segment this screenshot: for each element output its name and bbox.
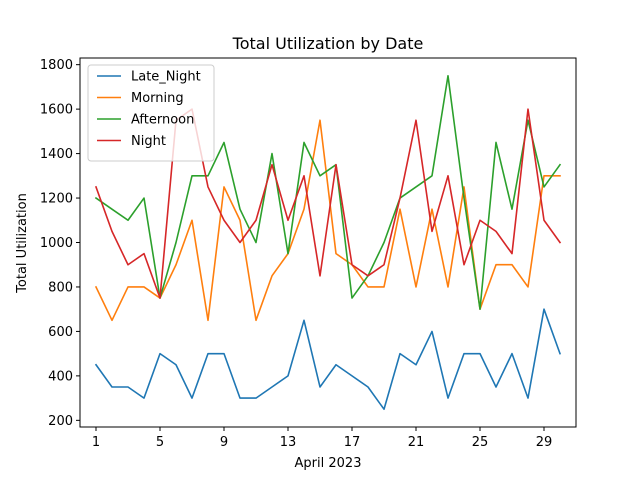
y-axis-ticks: 200 400 600 800 1000 1200 1400 1600 1800 — [40, 58, 80, 429]
legend: Late_Night Morning Afternoon Night — [87, 64, 215, 162]
x-axis-label: April 2023 — [295, 456, 362, 471]
legend-label-afternoon: Afternoon — [131, 113, 194, 128]
y-tick-label: 1000 — [40, 236, 73, 251]
x-tick-label: 21 — [408, 435, 425, 450]
x-tick-label: 13 — [280, 435, 297, 450]
legend-label-morning: Morning — [131, 91, 184, 106]
y-tick-label: 200 — [48, 414, 73, 429]
legend-box — [87, 64, 215, 162]
y-axis-label: Total Utilization — [15, 193, 30, 294]
plot-frame — [79, 57, 577, 428]
y-tick-label: 1600 — [40, 103, 73, 118]
series-line-late-night — [94, 308, 562, 411]
legend-label-night: Night — [131, 134, 166, 149]
x-tick-label: 9 — [220, 435, 228, 450]
y-tick-label: 1800 — [40, 58, 73, 73]
x-tick-label: 5 — [156, 435, 164, 450]
chart-title: Total Utilization by Date — [232, 34, 424, 53]
x-tick-label: 1 — [92, 435, 100, 450]
x-tick-label: 29 — [536, 435, 553, 450]
x-tick-label: 17 — [344, 435, 361, 450]
series-line-afternoon — [94, 74, 562, 310]
legend-label-late-night: Late_Night — [131, 70, 201, 85]
x-tick-label: 25 — [472, 435, 489, 450]
y-tick-label: 1400 — [40, 147, 73, 162]
y-tick-label: 400 — [48, 369, 73, 384]
y-tick-label: 1200 — [40, 192, 73, 207]
x-axis-ticks: 1 5 9 13 17 21 25 29 — [92, 427, 552, 450]
y-tick-label: 800 — [48, 280, 73, 295]
y-tick-label: 600 — [48, 325, 73, 340]
series-line-morning — [94, 119, 561, 322]
